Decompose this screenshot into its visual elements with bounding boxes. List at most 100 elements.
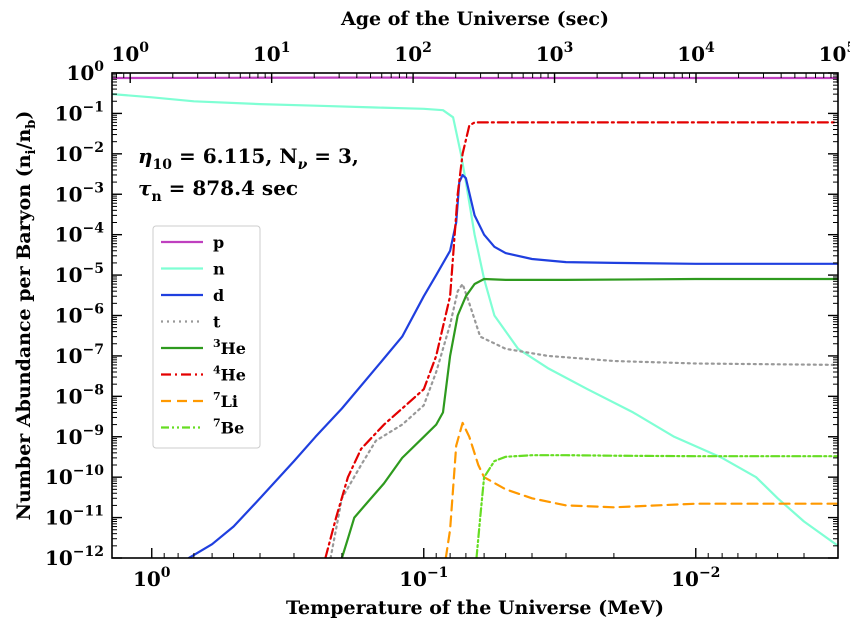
y-tick-label-base: 10 [55,425,83,449]
y-tick-label-base: 10 [45,465,73,489]
x-tick-label-exp: −2 [699,565,720,581]
y-title-main: Number Abundance per Baryon (n [13,154,35,520]
y-tick-label: 10−3 [55,180,104,206]
top-tick-label-base: 10 [677,42,705,66]
top-tick-label-base: 10 [253,42,281,66]
y-tick-label: 10−8 [55,382,104,408]
top-tick-label-base: 10 [536,42,564,66]
axes: 10010−110−210−310−410−510−610−710−810−91… [13,8,850,619]
series-line-7-be [475,454,838,558]
y-tick-label-base: 10 [55,142,83,166]
series-line-t [329,282,838,558]
y-tick-label-base: 10 [55,182,83,206]
y-title-mid: /n [13,129,35,150]
y-tick-label-exp: −12 [73,544,104,560]
legend-label-name: Be [221,419,245,438]
annot-n-rest: = 3, [307,144,359,168]
top-tick-label: 103 [536,40,574,66]
y-tick-label-exp: −7 [83,342,104,358]
legend-label-p: p [213,233,224,252]
y-tick-label-exp: −9 [83,423,104,439]
annot-tau: τ [138,176,152,200]
y-tick-label-exp: −4 [83,221,105,237]
series-line-d [187,173,838,558]
annot-tau-sub: n [151,189,161,205]
y-tick-label-exp: −11 [73,504,104,520]
top-tick-label: 104 [677,40,715,66]
annotation: η10 = 6.115, Nν = 3, τn = 878.4 sec [138,144,359,205]
x-tick-label-base: 10 [399,567,427,591]
legend-label-4-he: 4He [213,364,246,385]
top-tick-label: 102 [394,40,432,66]
annotation-line-1: η10 = 6.115, Nν = 3, [138,144,359,173]
y-tick-label: 10−6 [55,302,104,328]
y-tick-label: 10−9 [55,423,104,449]
y-tick-label-exp: −8 [83,382,104,398]
x-tick-label-base: 10 [671,567,699,591]
top-tick-label-exp: 5 [846,40,850,56]
y-tick-label-exp: −6 [83,302,104,318]
y-tick-label-exp: −5 [83,261,104,277]
top-tick-label-exp: 2 [422,40,432,56]
top-tick-label-base: 10 [819,42,847,66]
y-tick-label-base: 10 [45,546,73,570]
legend-box [152,225,261,449]
y-axis-title: Number Abundance per Baryon (ni/nb) [13,111,39,521]
y-tick-label-base: 10 [55,101,83,125]
y-tick-label: 10−5 [55,261,104,287]
top-tick-label-exp: 1 [281,40,291,56]
y-tick-label: 10−4 [55,221,105,247]
plot-area [112,76,838,558]
x-tick-label: 10−2 [671,565,720,591]
legend-label-7-li: 7Li [213,390,238,411]
legend-label-t: t [213,313,221,332]
y-tick-label: 10−2 [55,140,104,166]
y-tick-label-exp: −3 [83,180,104,196]
top-tick-label: 100 [111,40,149,66]
y-tick-label-exp: 0 [94,59,104,75]
top-tick-label-base: 10 [111,42,139,66]
y-tick-label-base: 10 [55,304,83,328]
top-tick-label-base: 10 [394,42,422,66]
legend-label-sup: 4 [213,364,221,377]
annot-eta-rest: = 6.115, N [172,144,298,168]
x-tick-label: 100 [133,565,171,591]
top-tick-label-exp: 4 [705,40,715,56]
legend-label-d: d [213,286,224,305]
legend-label-sup: 7 [213,390,221,403]
y-tick-label-exp: −2 [83,140,104,156]
y-title-sub1: i [24,149,39,154]
top-tick-label-exp: 0 [139,40,149,56]
legend-label-7-be: 7Be [213,417,244,438]
series-line-4-he [324,121,838,558]
y-tick-label: 10−7 [55,342,104,368]
top-tick-label: 105 [819,40,850,66]
x-tick-label-exp: 0 [161,565,171,581]
y-tick-label-exp: −10 [73,463,104,479]
legend-label-name: He [221,366,246,385]
legend-label-name: Li [221,392,238,411]
y-tick-label-base: 10 [66,61,94,85]
y-tick-label: 100 [66,59,104,85]
y-tick-label-base: 10 [55,344,83,368]
top-tick-label: 101 [253,40,291,66]
series-lines [112,76,838,558]
annot-eta: η [138,144,153,168]
legend-label-name: He [221,339,246,358]
x-axis-title: Temperature of the Universe (MeV) [286,597,664,619]
series-line-3-he [340,277,838,558]
annot-tau-rest: = 878.4 sec [162,176,298,200]
y-tick-label: 10−12 [45,544,104,570]
top-tick-label-exp: 3 [564,40,574,56]
x-tick-label: 10−1 [399,565,448,591]
y-tick-label: 10−11 [45,504,104,530]
series-line-n [112,93,838,547]
y-title-end: ) [13,111,35,120]
y-tick-label-base: 10 [55,263,83,287]
legend-label-sup: 3 [213,337,221,350]
series-line-7-li [444,421,838,558]
y-tick-label: 10−10 [45,463,104,489]
y-tick-label: 10−1 [55,99,104,125]
